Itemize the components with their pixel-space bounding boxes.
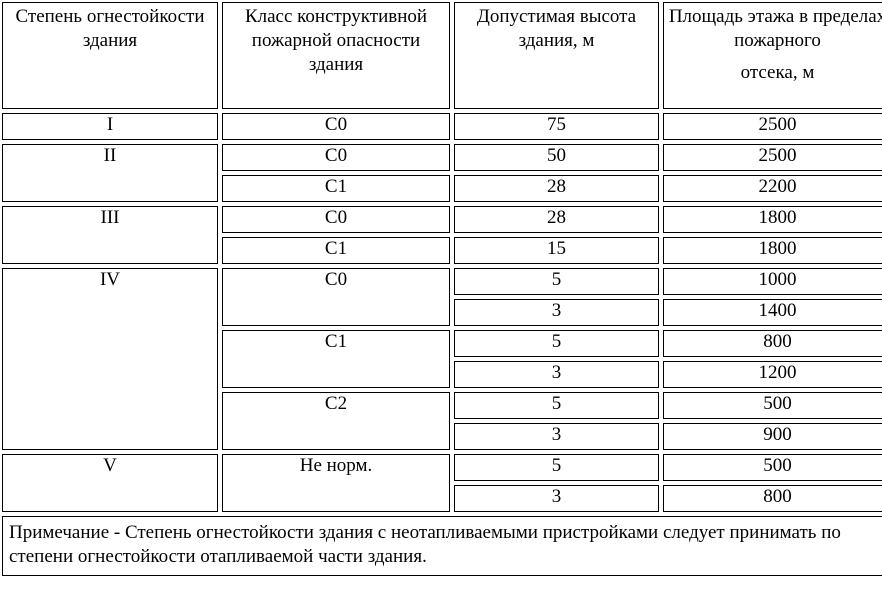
degree-cell: III <box>2 206 218 264</box>
table-row: V Не норм. 5 500 <box>2 454 882 512</box>
table-row: 3 900 <box>2 423 882 450</box>
table-row: С2 5 500 <box>2 392 882 450</box>
area-cell: 1800 <box>663 206 882 233</box>
area-cell: 800 <box>663 330 882 357</box>
header-floor-area: Площадь этажа в пределах пожарного отсека… <box>663 2 882 109</box>
table-row: 3 1400 <box>2 299 882 326</box>
class-cell: С0 <box>222 144 450 171</box>
height-cell: 5 <box>454 454 659 481</box>
table-row: 3 1200 <box>2 361 882 388</box>
area-cell: 1000 <box>663 268 882 295</box>
class-cell: С2 <box>222 392 450 450</box>
degree-cell: V <box>2 454 218 512</box>
area-cell: 2500 <box>663 144 882 171</box>
height-cell: 75 <box>454 113 659 140</box>
height-cell: 3 <box>454 299 659 326</box>
header-row: Степень огнестойкости здания Класс конст… <box>2 2 882 109</box>
table-row: III С0 28 1800 <box>2 206 882 264</box>
area-cell: 500 <box>663 392 882 419</box>
note-row: Примечание - Степень огнестойкости здани… <box>2 516 882 576</box>
height-cell: 5 <box>454 392 659 419</box>
class-cell: С1 <box>222 175 450 202</box>
height-cell: 5 <box>454 268 659 295</box>
height-cell: 28 <box>454 175 659 202</box>
height-cell: 5 <box>454 330 659 357</box>
area-cell: 1200 <box>663 361 882 388</box>
degree-cell: I <box>2 113 218 140</box>
table-row: IV С0 5 1000 <box>2 268 882 450</box>
table-row: I С0 75 2500 <box>2 113 882 140</box>
header-floor-area-line2: отсека, м <box>740 62 815 83</box>
height-cell: 3 <box>454 423 659 450</box>
table-row: II С0 50 2500 <box>2 144 882 202</box>
header-fire-resistance: Степень огнестойкости здания <box>2 2 218 109</box>
area-cell: 1800 <box>663 237 882 264</box>
class-cell: С0 <box>222 268 450 326</box>
height-cell: 15 <box>454 237 659 264</box>
class-cell: С1 <box>222 237 450 264</box>
height-cell: 28 <box>454 206 659 233</box>
table-row: С1 5 800 <box>2 330 882 388</box>
class-cell: С0 <box>222 113 450 140</box>
degree-cell: II <box>2 144 218 202</box>
class-cell: С0 <box>222 206 450 233</box>
header-construction-class: Класс конструктивной пожарной опасности … <box>222 2 450 109</box>
header-max-height: Допустимая высота здания, м <box>454 2 659 109</box>
area-cell: 2500 <box>663 113 882 140</box>
class-cell: С1 <box>222 330 450 388</box>
class-cell: Не норм. <box>222 454 450 512</box>
height-cell: 3 <box>454 485 659 512</box>
table-row: 3 800 <box>2 485 882 512</box>
table-row: С1 28 2200 <box>2 175 882 202</box>
degree-cell: IV <box>2 268 218 450</box>
height-cell: 3 <box>454 361 659 388</box>
area-cell: 900 <box>663 423 882 450</box>
area-cell: 2200 <box>663 175 882 202</box>
area-cell: 1400 <box>663 299 882 326</box>
table-row: С1 15 1800 <box>2 237 882 264</box>
area-cell: 800 <box>663 485 882 512</box>
note-text: Примечание - Степень огнестойкости здани… <box>2 516 882 576</box>
area-cell: 500 <box>663 454 882 481</box>
header-floor-area-line1: Площадь этажа в пределах пожарного <box>668 6 882 51</box>
fire-safety-table: Степень огнестойкости здания Класс конст… <box>2 2 882 576</box>
height-cell: 50 <box>454 144 659 171</box>
